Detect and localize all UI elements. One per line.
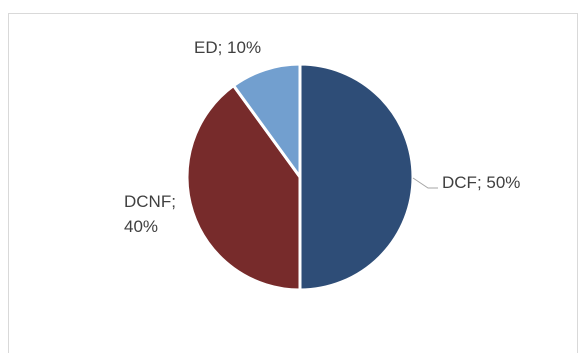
label-dcnf-value: 40% bbox=[124, 217, 158, 236]
pie-chart: DCF; 50% DCNF; 40% ED; 10% bbox=[124, 38, 520, 292]
pie-slice-dcf bbox=[298, 62, 415, 292]
label-ed: ED; 10% bbox=[194, 38, 261, 57]
label-dcf: DCF; 50% bbox=[442, 173, 520, 192]
dcf-leader-line bbox=[412, 177, 438, 189]
label-dcnf-name: DCNF; bbox=[124, 192, 176, 211]
pie-slices bbox=[185, 62, 415, 292]
pie-slice-ed bbox=[232, 62, 302, 179]
pie-slice-dcnf bbox=[185, 84, 302, 292]
